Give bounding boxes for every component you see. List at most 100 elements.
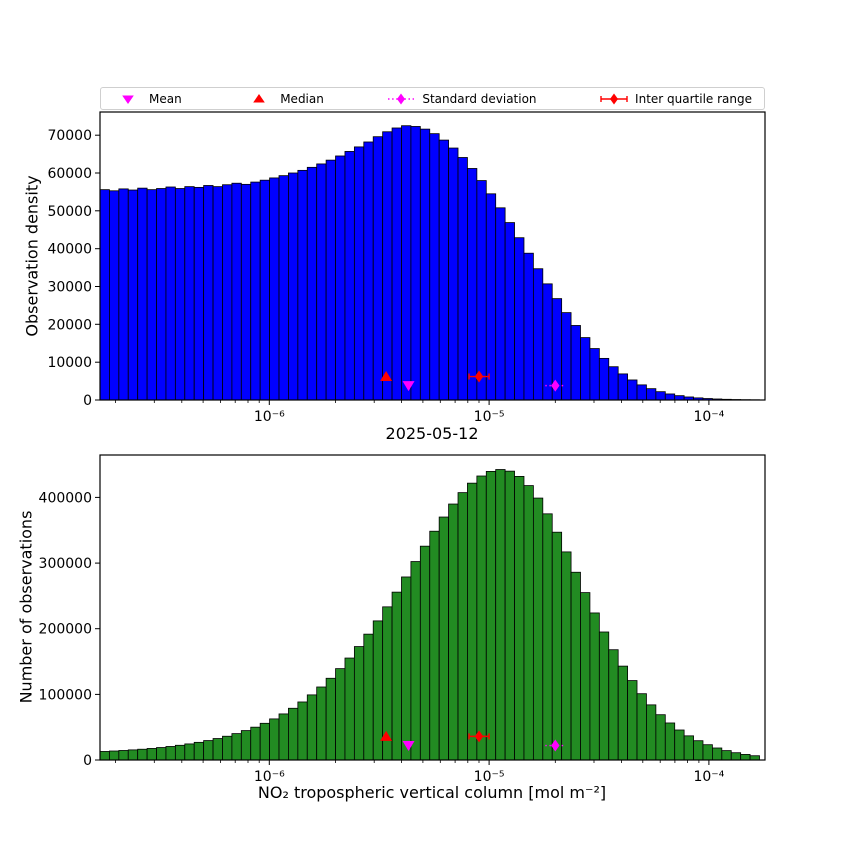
legend: Mean Median Standard deviation Inter qua… [100, 87, 765, 110]
histogram-bar [240, 730, 252, 761]
histogram-bar [504, 222, 515, 401]
median-marker [380, 371, 393, 382]
top-histogram-bars [99, 125, 760, 401]
histogram-bar [608, 649, 619, 761]
histogram-bar [495, 469, 506, 761]
mean-marker-icon [122, 95, 134, 104]
bottom-plot-title: 2025-05-12 [385, 424, 479, 443]
histogram-bar [127, 189, 139, 401]
histogram-bar [589, 348, 600, 401]
histogram-bar [203, 740, 214, 761]
y-tick-label: 0 [83, 753, 92, 769]
histogram-bar [730, 752, 742, 761]
histogram-bar [353, 646, 365, 761]
histogram-bar [749, 755, 760, 761]
x-tick-label: 10⁻⁵ [474, 409, 505, 425]
iqr-marker [474, 730, 484, 743]
histogram-bar [137, 187, 148, 401]
histogram-bar [297, 701, 308, 761]
histogram-bar [655, 714, 666, 761]
histogram-bar [410, 561, 421, 761]
histogram-bar [542, 283, 553, 401]
histogram-bar [448, 147, 459, 401]
legend-item-mean: Mean [113, 92, 182, 106]
histogram-bar [476, 180, 487, 401]
histogram-bar [740, 754, 751, 761]
histogram-bar [118, 188, 129, 401]
histogram-bar [174, 188, 186, 401]
histogram-bar [561, 551, 572, 761]
histogram-bar [617, 373, 628, 401]
histogram-bar [146, 748, 157, 761]
histogram-bar [655, 391, 666, 401]
histogram-bar [297, 169, 308, 401]
top-y-axis-ticks: 0 10000 20000 30000 40000 50000 60000 70000 [47, 128, 100, 409]
histogram-bar [316, 163, 327, 401]
legend-item-median: Median [244, 92, 324, 106]
histogram-bar [712, 747, 723, 761]
histogram-bar [457, 492, 468, 761]
histogram-bar [118, 750, 129, 761]
histogram-bar [570, 325, 581, 401]
median-marker [380, 730, 393, 741]
histogram-bar [344, 657, 355, 761]
histogram-bar [240, 183, 252, 401]
bottom-plot-spines [99, 454, 766, 761]
histogram-bar [551, 531, 563, 761]
histogram-bar [429, 133, 440, 401]
y-tick-label: 300000 [39, 556, 92, 572]
x-axis-label: NO₂ tropospheric vertical column [mol m⁻… [257, 783, 607, 802]
histogram-bar [410, 126, 421, 401]
histogram-bar [636, 384, 647, 401]
histogram-bar [429, 530, 440, 761]
y-tick-label: 10000 [47, 355, 92, 371]
median-marker-icon [253, 93, 266, 102]
y-tick-label: 0 [83, 393, 92, 409]
histogram-bar [589, 612, 600, 761]
histogram-bar [598, 631, 610, 761]
histogram-bar [457, 157, 468, 401]
histogram-bar [109, 190, 120, 401]
mean-marker [402, 381, 415, 392]
histogram-bar [664, 393, 676, 401]
top-plot-spines [99, 111, 766, 401]
histogram-bar [193, 741, 205, 761]
histogram-bar [664, 722, 676, 761]
histogram-bar [674, 395, 685, 401]
histogram-bar [448, 503, 459, 761]
x-tick-label: 10⁻⁶ [254, 769, 285, 785]
histogram-bar [401, 576, 412, 761]
histogram-bar [156, 188, 167, 401]
bottom-x-axis-ticks: 10⁻⁶ 10⁻⁵ 10⁻⁴ [115, 760, 725, 785]
histogram-bar [222, 184, 233, 401]
y-tick-label: 40000 [47, 242, 92, 258]
std-marker [551, 379, 560, 392]
top-y-axis-label: Observation density [22, 175, 42, 337]
histogram-bar [608, 366, 619, 401]
histogram-bar [316, 686, 327, 761]
bottom-histogram-bars [99, 469, 760, 761]
histogram-bar [438, 516, 449, 761]
histogram-bar [467, 482, 478, 761]
histogram-bar [363, 633, 374, 761]
histogram-bar [288, 172, 299, 401]
histogram-bar [561, 312, 572, 401]
histogram-bar [99, 751, 110, 761]
y-tick-label: 400000 [39, 490, 92, 506]
histogram-bar [306, 166, 318, 401]
histogram-bar [372, 136, 384, 401]
histogram-bar [193, 186, 205, 401]
bottom-y-axis-label: Number of observations [16, 510, 36, 704]
histogram-bar [174, 744, 186, 761]
histogram-bar [693, 740, 704, 761]
histogram-bar [156, 747, 167, 761]
histogram-bar [222, 735, 233, 761]
histogram-bar [514, 237, 525, 401]
y-tick-label: 30000 [47, 280, 92, 296]
histogram-bar [259, 179, 270, 401]
histogram-bar [523, 485, 534, 761]
histogram-bar [325, 677, 336, 761]
histogram-bar [646, 388, 657, 401]
histogram-bar [146, 189, 157, 401]
histogram-bar [391, 591, 402, 761]
